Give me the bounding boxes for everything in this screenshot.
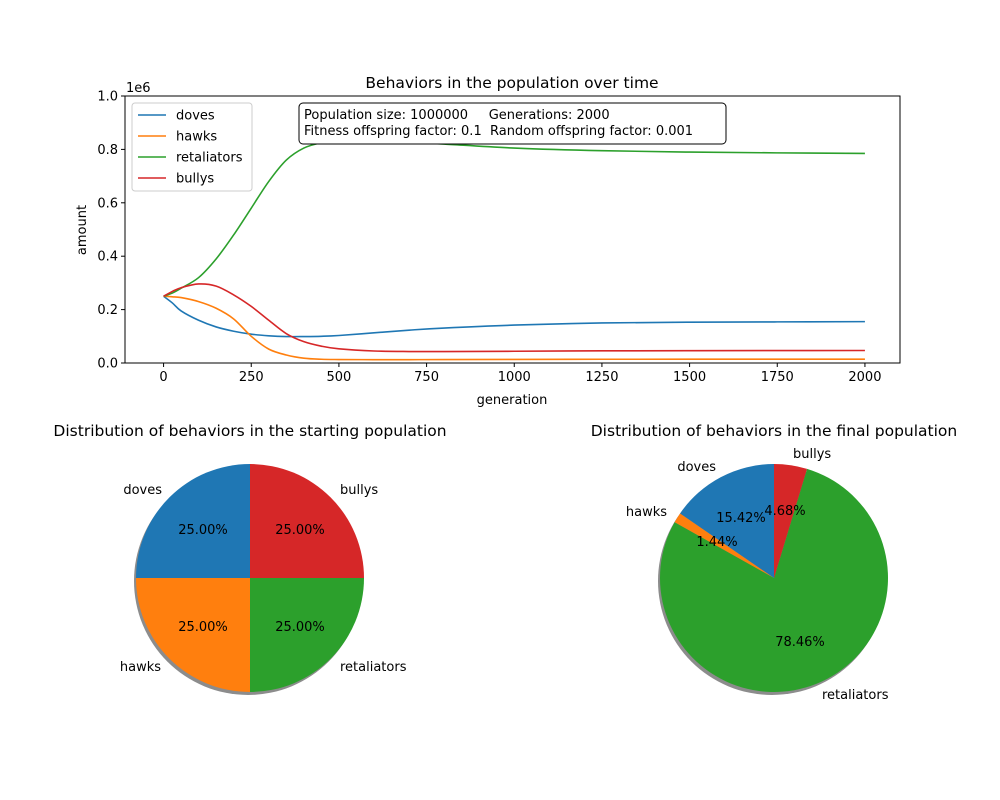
- pie-label-hawks: hawks: [120, 660, 161, 675]
- y-tick-label: 0.4: [97, 250, 118, 265]
- y-scale-offset: 1e6: [126, 81, 151, 96]
- x-tick-label: 1500: [673, 370, 706, 385]
- pie-pct-hawks: 1.44%: [696, 535, 737, 550]
- start-pie-chart: Distribution of behaviors in the startin…: [53, 422, 447, 695]
- parameters-line: Fitness offspring factor: 0.1 Random off…: [304, 124, 693, 139]
- x-tick-label: 1000: [498, 370, 531, 385]
- x-tick-label: 1250: [585, 370, 618, 385]
- pie-slice-doves: [680, 464, 774, 578]
- x-tick-label: 2000: [848, 370, 881, 385]
- series-line-hawks: [163, 295, 865, 361]
- x-tick-label: 250: [239, 370, 264, 385]
- legend-label-retaliators: retaliators: [176, 151, 243, 166]
- legend: doves hawks retaliators bullys: [131, 102, 253, 192]
- pie-pct-doves: 15.42%: [716, 511, 766, 526]
- pie-pct-bullys: 25.00%: [275, 523, 325, 538]
- y-tick-label: 0.8: [97, 143, 118, 158]
- x-tick-label: 0: [159, 370, 167, 385]
- parameters-line: Population size: 1000000 Generations: 20…: [304, 108, 610, 123]
- pie-slice-bullys: [774, 464, 808, 578]
- legend-label-hawks: hawks: [176, 130, 217, 145]
- pie-pct-doves: 25.00%: [178, 523, 228, 538]
- x-tick-label: 1750: [761, 370, 794, 385]
- y-tick-label: 0.0: [97, 357, 118, 372]
- pie-slice-doves: [136, 464, 250, 578]
- pie-label-bullys: bullys: [340, 483, 378, 498]
- pie-label-retaliators: retaliators: [822, 688, 889, 703]
- y-tick-label: 0.2: [97, 303, 118, 318]
- pie-label-bullys: bullys: [793, 447, 831, 462]
- pie-slice-hawks: [136, 578, 250, 692]
- final-pie-title: Distribution of behaviors in the final p…: [591, 422, 957, 440]
- start-pie: doves 25.00% hawks 25.00% retaliators 25.00% b…: [120, 464, 407, 695]
- final-pie: doves 15.42% hawks 1.44% retaliators 78.46% bu…: [626, 447, 889, 703]
- pie-label-doves: doves: [677, 460, 716, 475]
- y-tick-label: 1.0: [97, 90, 118, 105]
- series-line-bullys: [163, 283, 865, 353]
- pie-pct-retaliators: 78.46%: [775, 635, 825, 650]
- series-line-doves: [163, 295, 865, 338]
- y-tick-label: 0.6: [97, 196, 118, 211]
- line-chart: Behaviors in the population over time 0 2…: [75, 74, 901, 408]
- pie-label-hawks: hawks: [626, 505, 667, 520]
- pie-pct-hawks: 25.00%: [178, 620, 228, 635]
- pie-slice-hawks: [674, 513, 774, 578]
- legend-label-doves: doves: [176, 109, 215, 124]
- legend-label-bullys: bullys: [176, 172, 214, 187]
- legend-frame: [131, 102, 253, 192]
- final-pie-chart: Distribution of behaviors in the final p…: [591, 422, 957, 703]
- pie-label-doves: doves: [123, 483, 162, 498]
- y-axis-label: amount: [75, 205, 90, 255]
- pie-pct-retaliators: 25.00%: [275, 620, 325, 635]
- pie-label-retaliators: retaliators: [340, 660, 407, 675]
- parameters-box: Population size: 1000000 Generations: 20…: [298, 102, 727, 145]
- x-tick-label: 500: [326, 370, 351, 385]
- x-axis-label: generation: [477, 393, 548, 408]
- parameters-frame: [298, 102, 727, 145]
- pie-slice-retaliators: [660, 468, 889, 692]
- pie-slice-bullys: [250, 464, 364, 578]
- pie-slice-retaliators: [250, 578, 364, 692]
- pie-pct-bullys: 4.68%: [764, 504, 805, 519]
- start-pie-title: Distribution of behaviors in the startin…: [53, 422, 446, 440]
- x-tick-label: 750: [414, 370, 439, 385]
- line-chart-title: Behaviors in the population over time: [365, 74, 658, 92]
